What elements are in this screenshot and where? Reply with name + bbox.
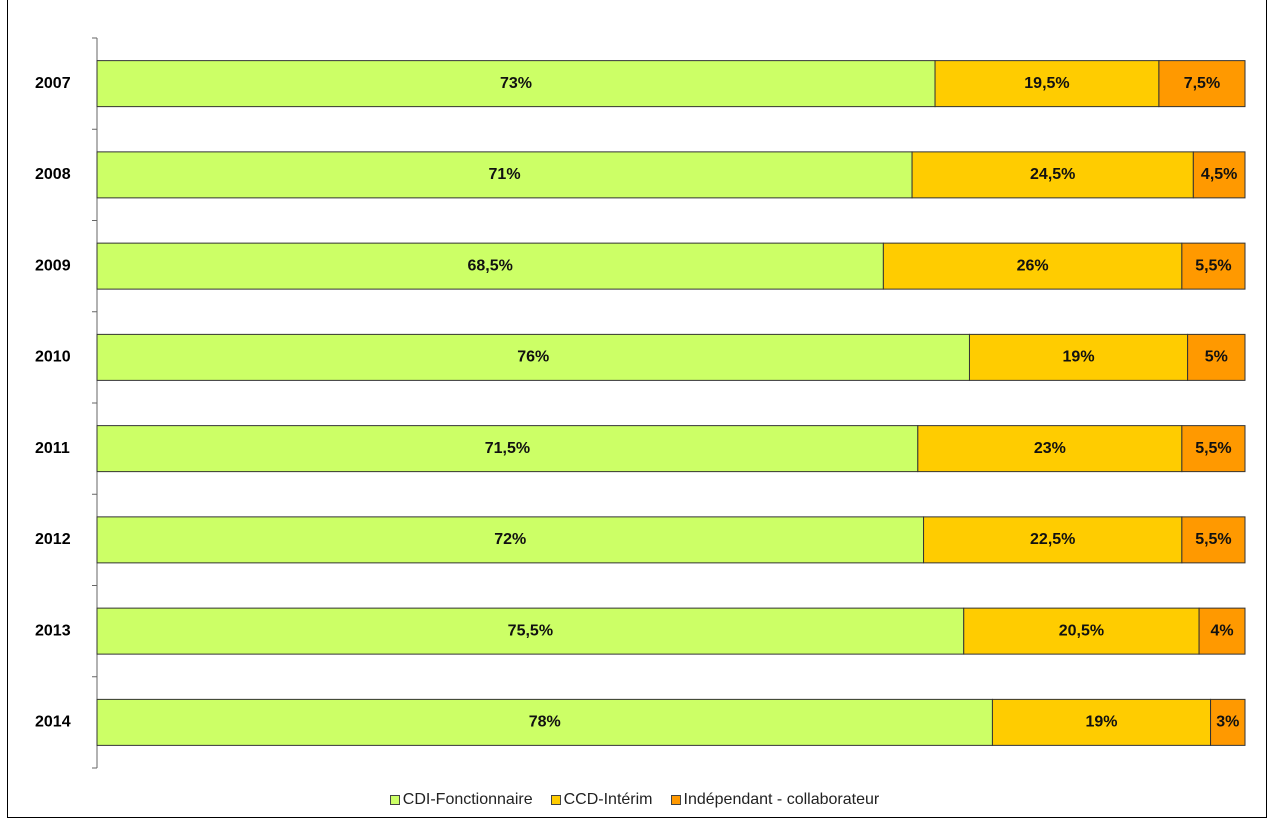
data-label-2007-s1: 19,5% xyxy=(1024,75,1069,92)
data-label-2013-s1: 20,5% xyxy=(1059,622,1104,639)
legend-label: CCD-Intérim xyxy=(563,791,653,808)
data-label-2013-s2: 4% xyxy=(1210,622,1233,639)
category-label-2014: 2014 xyxy=(35,714,71,731)
stacked-bar-chart: 2007 73% 19,5% 7,5% 2008 71% 24,5% 4,5% 2009 68,5… xyxy=(35,37,1246,769)
data-label-2008-s0: 71% xyxy=(489,166,521,183)
legend-item-0: CDI-Fonctionnaire xyxy=(389,791,533,809)
bar-segment-2007-s2 xyxy=(1158,60,1246,108)
bar-segment-2008-s1 xyxy=(911,151,1194,199)
bar-segment-2007-s0 xyxy=(96,60,936,108)
bar-segment-2010-s0 xyxy=(96,333,970,381)
category-label-2011: 2011 xyxy=(35,440,70,457)
data-label-2011-s2: 5,5% xyxy=(1195,440,1231,457)
data-label-2008-s2: 4,5% xyxy=(1201,166,1237,183)
data-label-2009-s2: 5,5% xyxy=(1195,257,1231,274)
bar-segment-2009-s0 xyxy=(96,242,884,290)
bar-segment-2013-s1 xyxy=(963,607,1200,655)
data-label-2010-s2: 5% xyxy=(1205,349,1228,366)
data-label-2012-s1: 22,5% xyxy=(1030,531,1075,548)
bar-segment-2007-s1 xyxy=(934,60,1160,108)
data-label-2010-s0: 76% xyxy=(517,349,549,366)
legend-item-1: CCD-Intérim xyxy=(550,791,653,809)
data-label-2014-s2: 3% xyxy=(1216,714,1239,731)
legend-swatch xyxy=(670,795,681,805)
bar-segment-2014-s2 xyxy=(1210,698,1246,746)
data-label-2009-s0: 68,5% xyxy=(468,257,513,274)
data-label-2011-s0: 71,5% xyxy=(485,440,530,457)
data-label-2011-s1: 23% xyxy=(1034,440,1066,457)
legend-swatch xyxy=(550,795,561,805)
category-label-2010: 2010 xyxy=(35,349,71,366)
data-label-2014-s1: 19% xyxy=(1085,714,1117,731)
data-label-2012-s2: 5,5% xyxy=(1195,531,1231,548)
bar-segment-2013-s2 xyxy=(1198,607,1246,655)
category-label-2012: 2012 xyxy=(35,531,71,548)
bar-segment-2014-s1 xyxy=(991,698,1212,746)
bar-segment-2010-s2 xyxy=(1187,333,1246,381)
bar-segment-2011-s0 xyxy=(96,425,919,473)
data-label-2007-s2: 7,5% xyxy=(1184,75,1220,92)
bar-segment-2009-s2 xyxy=(1181,242,1246,290)
data-label-2007-s0: 73% xyxy=(500,75,532,92)
bar-segment-2008-s2 xyxy=(1192,151,1246,199)
data-label-2008-s1: 24,5% xyxy=(1030,166,1075,183)
legend-label: CDI-Fonctionnaire xyxy=(402,791,533,808)
bar-segment-2008-s0 xyxy=(96,151,913,199)
legend: CDI-Fonctionnaire CCD-Intérim Indépendant … xyxy=(0,788,1269,812)
data-label-2013-s0: 75,5% xyxy=(508,622,553,639)
bar-segment-2012-s2 xyxy=(1181,516,1246,564)
category-label-2009: 2009 xyxy=(35,257,71,274)
bar-segment-2013-s0 xyxy=(96,607,965,655)
legend-swatch xyxy=(389,795,400,805)
category-label-2008: 2008 xyxy=(35,166,71,183)
bar-segment-2012-s0 xyxy=(96,516,925,564)
category-label-2013: 2013 xyxy=(35,622,71,639)
data-label-2010-s1: 19% xyxy=(1063,349,1095,366)
data-label-2012-s0: 72% xyxy=(494,531,526,548)
data-label-2009-s1: 26% xyxy=(1017,257,1049,274)
bar-segment-2011-s1 xyxy=(917,425,1183,473)
category-label-2007: 2007 xyxy=(35,75,71,92)
chart-frame xyxy=(7,0,1267,818)
bar-segment-2012-s1 xyxy=(923,516,1183,564)
legend-item-2: Indépendant - collaborateur xyxy=(670,791,880,809)
bar-segment-2014-s0 xyxy=(96,698,993,746)
legend-label: Indépendant - collaborateur xyxy=(683,791,880,808)
bar-segment-2010-s1 xyxy=(968,333,1189,381)
bar-segment-2011-s2 xyxy=(1181,425,1246,473)
data-label-2014-s0: 78% xyxy=(529,714,561,731)
